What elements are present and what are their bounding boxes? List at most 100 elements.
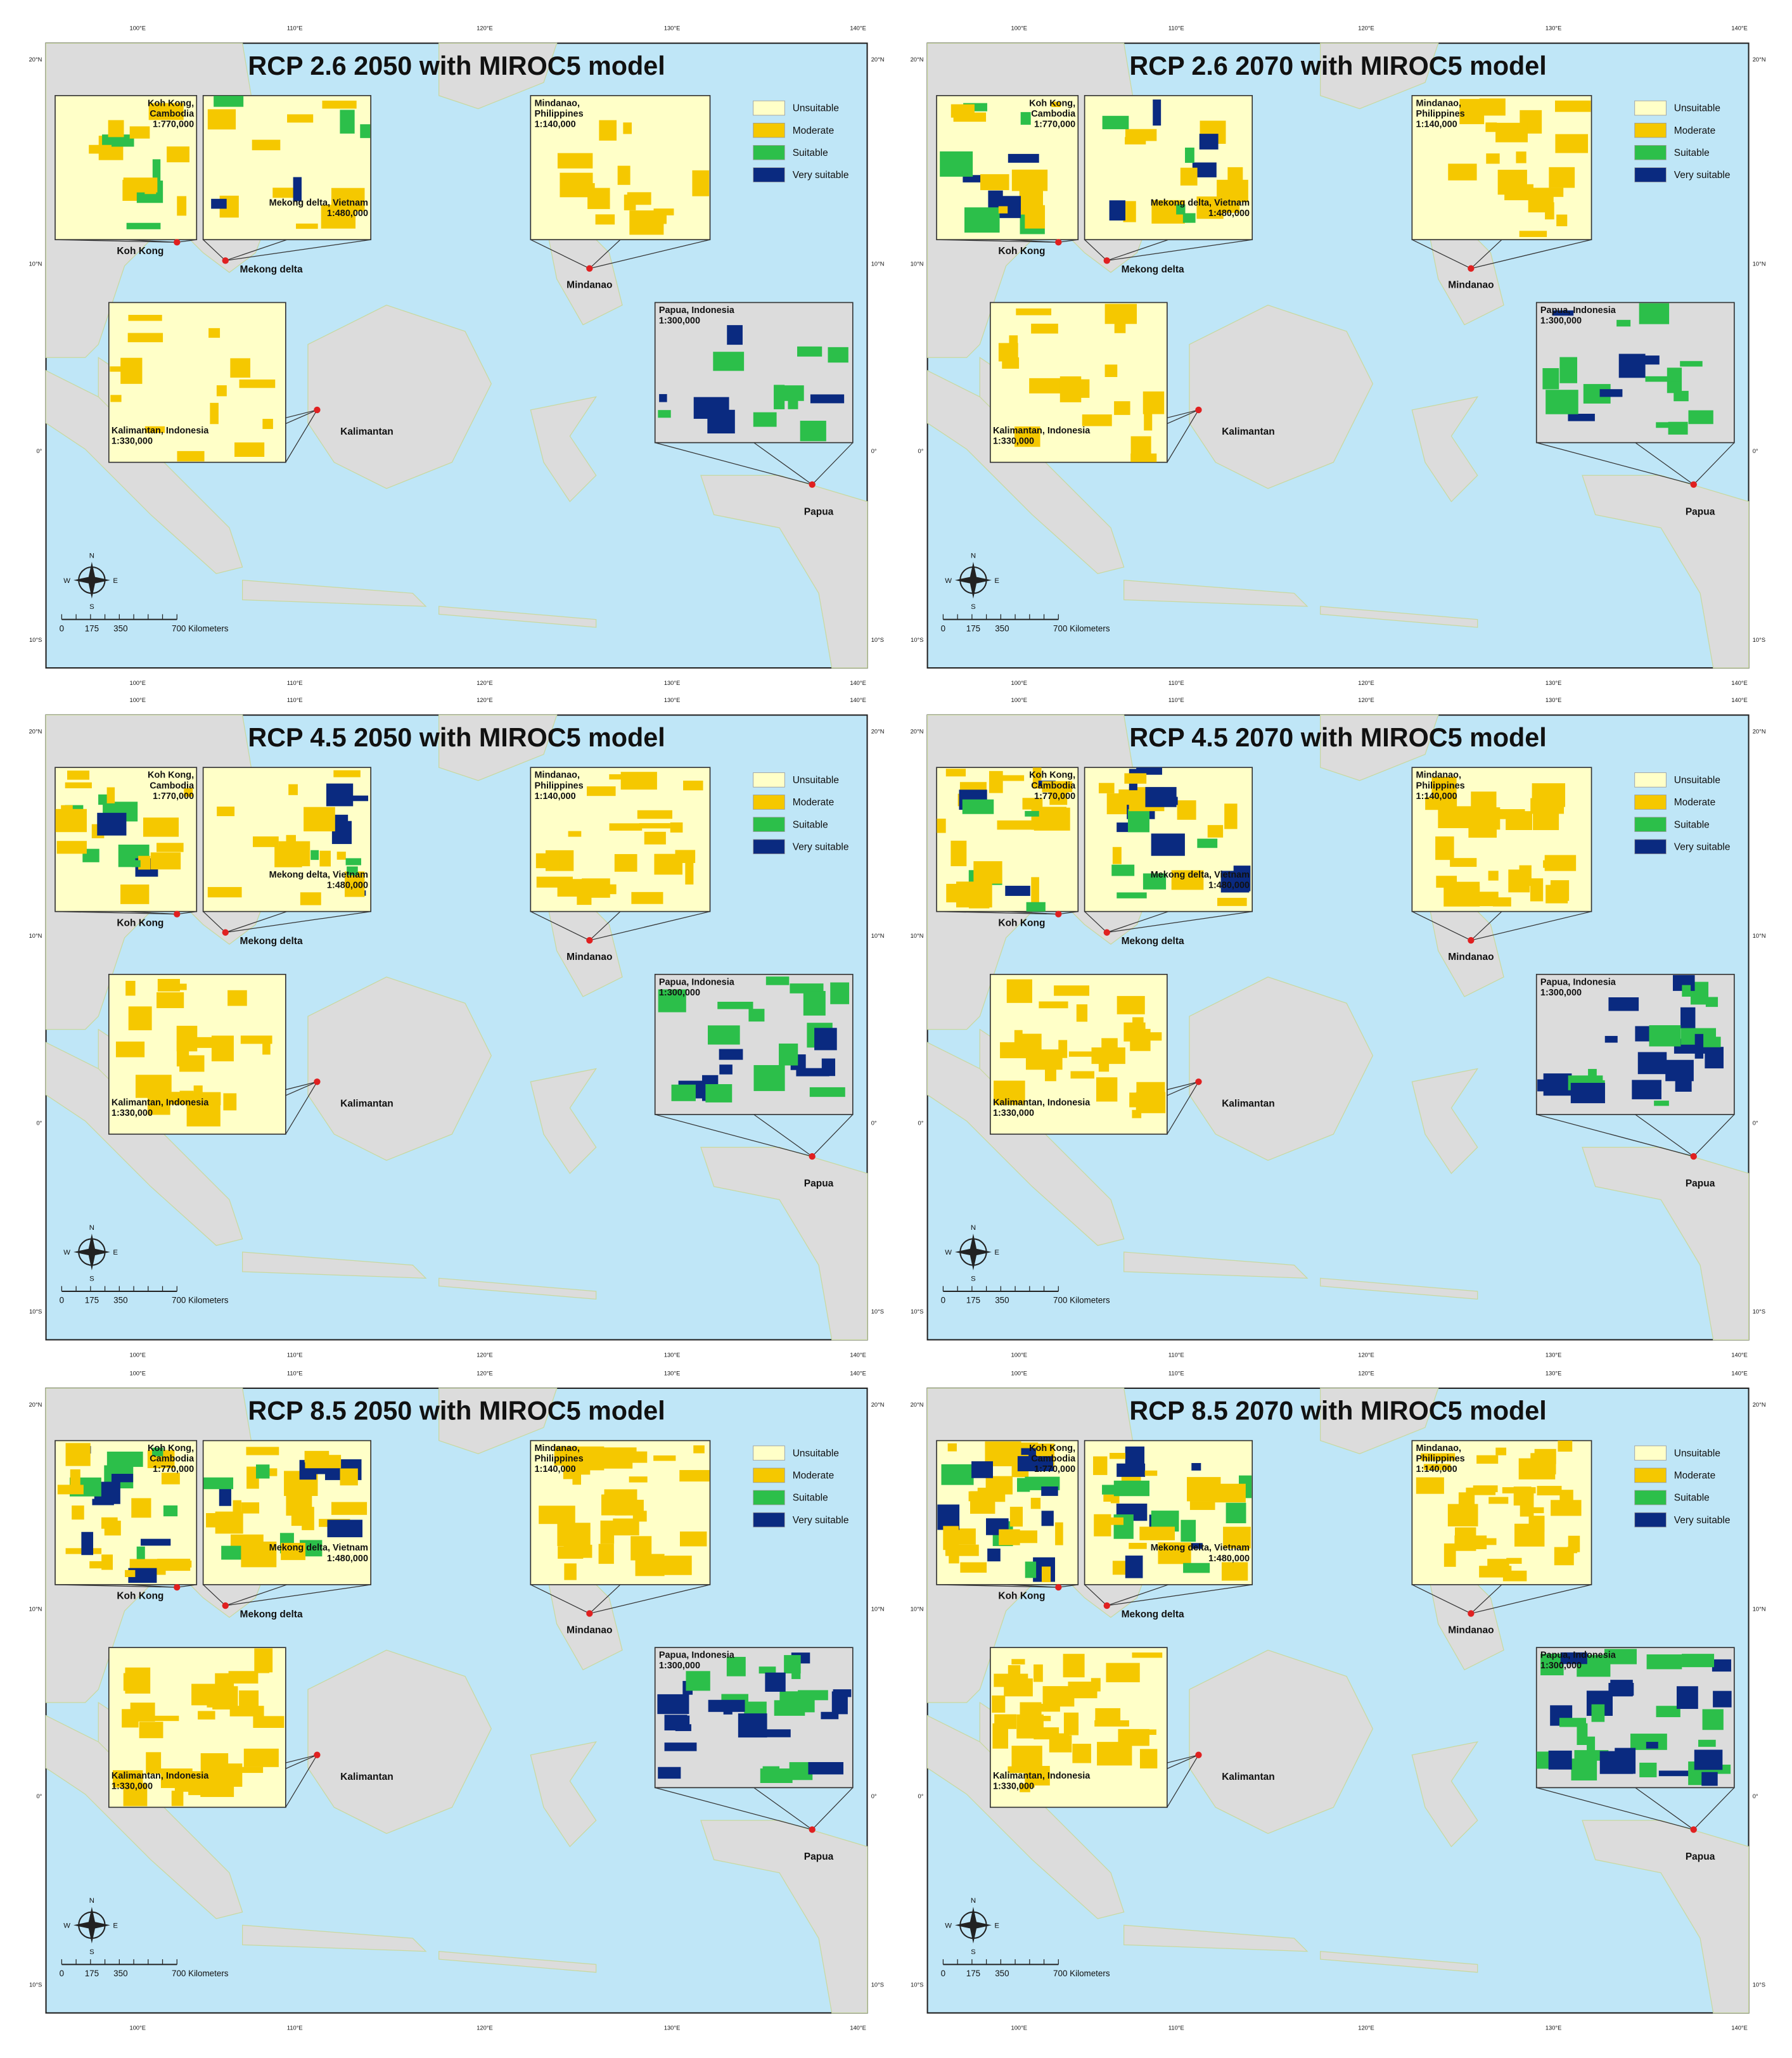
inset-label: Kalimantan, Indonesia [112,426,209,436]
inset-cell [719,1064,733,1075]
latitude-label: 10°S [1753,1982,1765,1988]
inset-cell [1226,1502,1246,1524]
inset-cell [304,1450,330,1463]
leader-line [1106,239,1253,261]
longitude-label: 100°E [130,1352,146,1358]
inset-cell [1110,1495,1120,1504]
inset-cell [713,352,745,371]
inset-cell [692,170,709,196]
location-point [586,936,593,944]
inset-cell [1654,1101,1669,1106]
inset-label: 1:330,000 [993,1108,1034,1118]
scale-label: 700 Kilometers [1053,1296,1110,1305]
inset-cell [1041,1566,1051,1582]
inset-cell [1610,1680,1633,1697]
location-point [1055,911,1062,917]
inset-cell [950,840,967,867]
longitude-label: 100°E [1011,1352,1027,1358]
inset-cell [830,982,850,1004]
inset-cell [293,177,302,201]
inset-cell [765,1672,786,1692]
leader-line [753,1787,813,1830]
compass-letter: W [63,1922,70,1930]
land [700,1147,868,1341]
inset-cell [964,207,1000,233]
inset-cell [131,860,141,867]
inset-cell [1646,1742,1658,1749]
leader-line [1084,239,1108,261]
inset-cell [70,1469,80,1489]
inset-cell [719,1049,743,1060]
inset-cell [274,846,302,867]
inset-cell [614,853,637,872]
inset-cell [1615,1748,1636,1774]
inset-cell [1466,1487,1496,1495]
longitude-label: 110°E [287,1352,303,1358]
leader-line [1471,911,1592,941]
leader-line [589,1584,710,1614]
inset-cell [345,858,361,866]
inset-label: Mindanao, [1416,98,1461,108]
inset-cell [230,358,250,378]
land [1320,714,1439,781]
inset-cell [1034,1664,1043,1682]
legend-label: Unsuitable [1674,775,1720,786]
place-label: Kalimantan [1222,426,1275,437]
inset-cell [1112,847,1122,864]
map-panel: RCP 2.6 2050 with MIROC5 model Koh Kong,C… [29,25,885,686]
longitude-label: 140°E [1731,680,1747,686]
inset-label: 1:300,000 [659,316,700,326]
inset-cell [1026,902,1046,912]
leader-line [1471,239,1592,269]
inset-cell [1682,1654,1715,1668]
inset-cell [1031,323,1058,334]
inset-cell [609,823,643,831]
inset-cell [143,817,179,837]
inset-cell [57,1485,84,1495]
inset-label: Kalimantan, Indonesia [993,1097,1091,1108]
place-label: Papua [1686,1179,1715,1189]
inset-cell [1192,162,1217,177]
longitude-label: 120°E [477,25,492,32]
inset-cell [1191,1463,1201,1471]
scale-label: 350 [113,623,127,633]
inset-label: Mindanao, [535,770,580,781]
leader-line [203,1584,226,1606]
inset-cell [230,1767,264,1774]
inset-cell [1130,1028,1151,1051]
inset-cell [707,1025,740,1045]
inset-cell [1045,1060,1056,1082]
land [1189,304,1374,489]
inset-cell [1646,1654,1682,1670]
inset-label: 1:300,000 [659,988,700,998]
inset-cell [327,1519,363,1538]
inset-cell [705,1084,733,1102]
inset-cell [1124,773,1147,784]
scale-label: 175 [966,1296,980,1305]
place-label: Mindanao [566,952,612,962]
leader-line [655,1114,812,1157]
longitude-label: 130°E [664,2025,680,2031]
longitude-label: 130°E [1546,25,1561,32]
longitude-label: 100°E [130,25,146,32]
location-point [1690,481,1697,488]
longitude-label: 110°E [1168,25,1184,32]
inset-cell [664,1556,692,1575]
inset-cell [1568,414,1595,421]
legend-label: Unsuitable [793,103,839,114]
inset-cell [686,1671,710,1691]
inset-cell [1558,1440,1573,1452]
inset-cell [128,1006,152,1030]
inset-label: 1:300,000 [1540,316,1582,326]
inset-label: 1:480,000 [327,208,368,219]
inset-cell [243,1748,279,1767]
scale-label: 350 [995,623,1009,633]
legend-swatch [1634,817,1667,832]
inset-label: Philippines [535,781,584,791]
inset-cell [1207,825,1224,838]
inset-cell [1144,407,1153,431]
inset-cell [112,1770,143,1788]
legend-label: Unsuitable [1674,1448,1720,1459]
location-point [222,257,229,264]
